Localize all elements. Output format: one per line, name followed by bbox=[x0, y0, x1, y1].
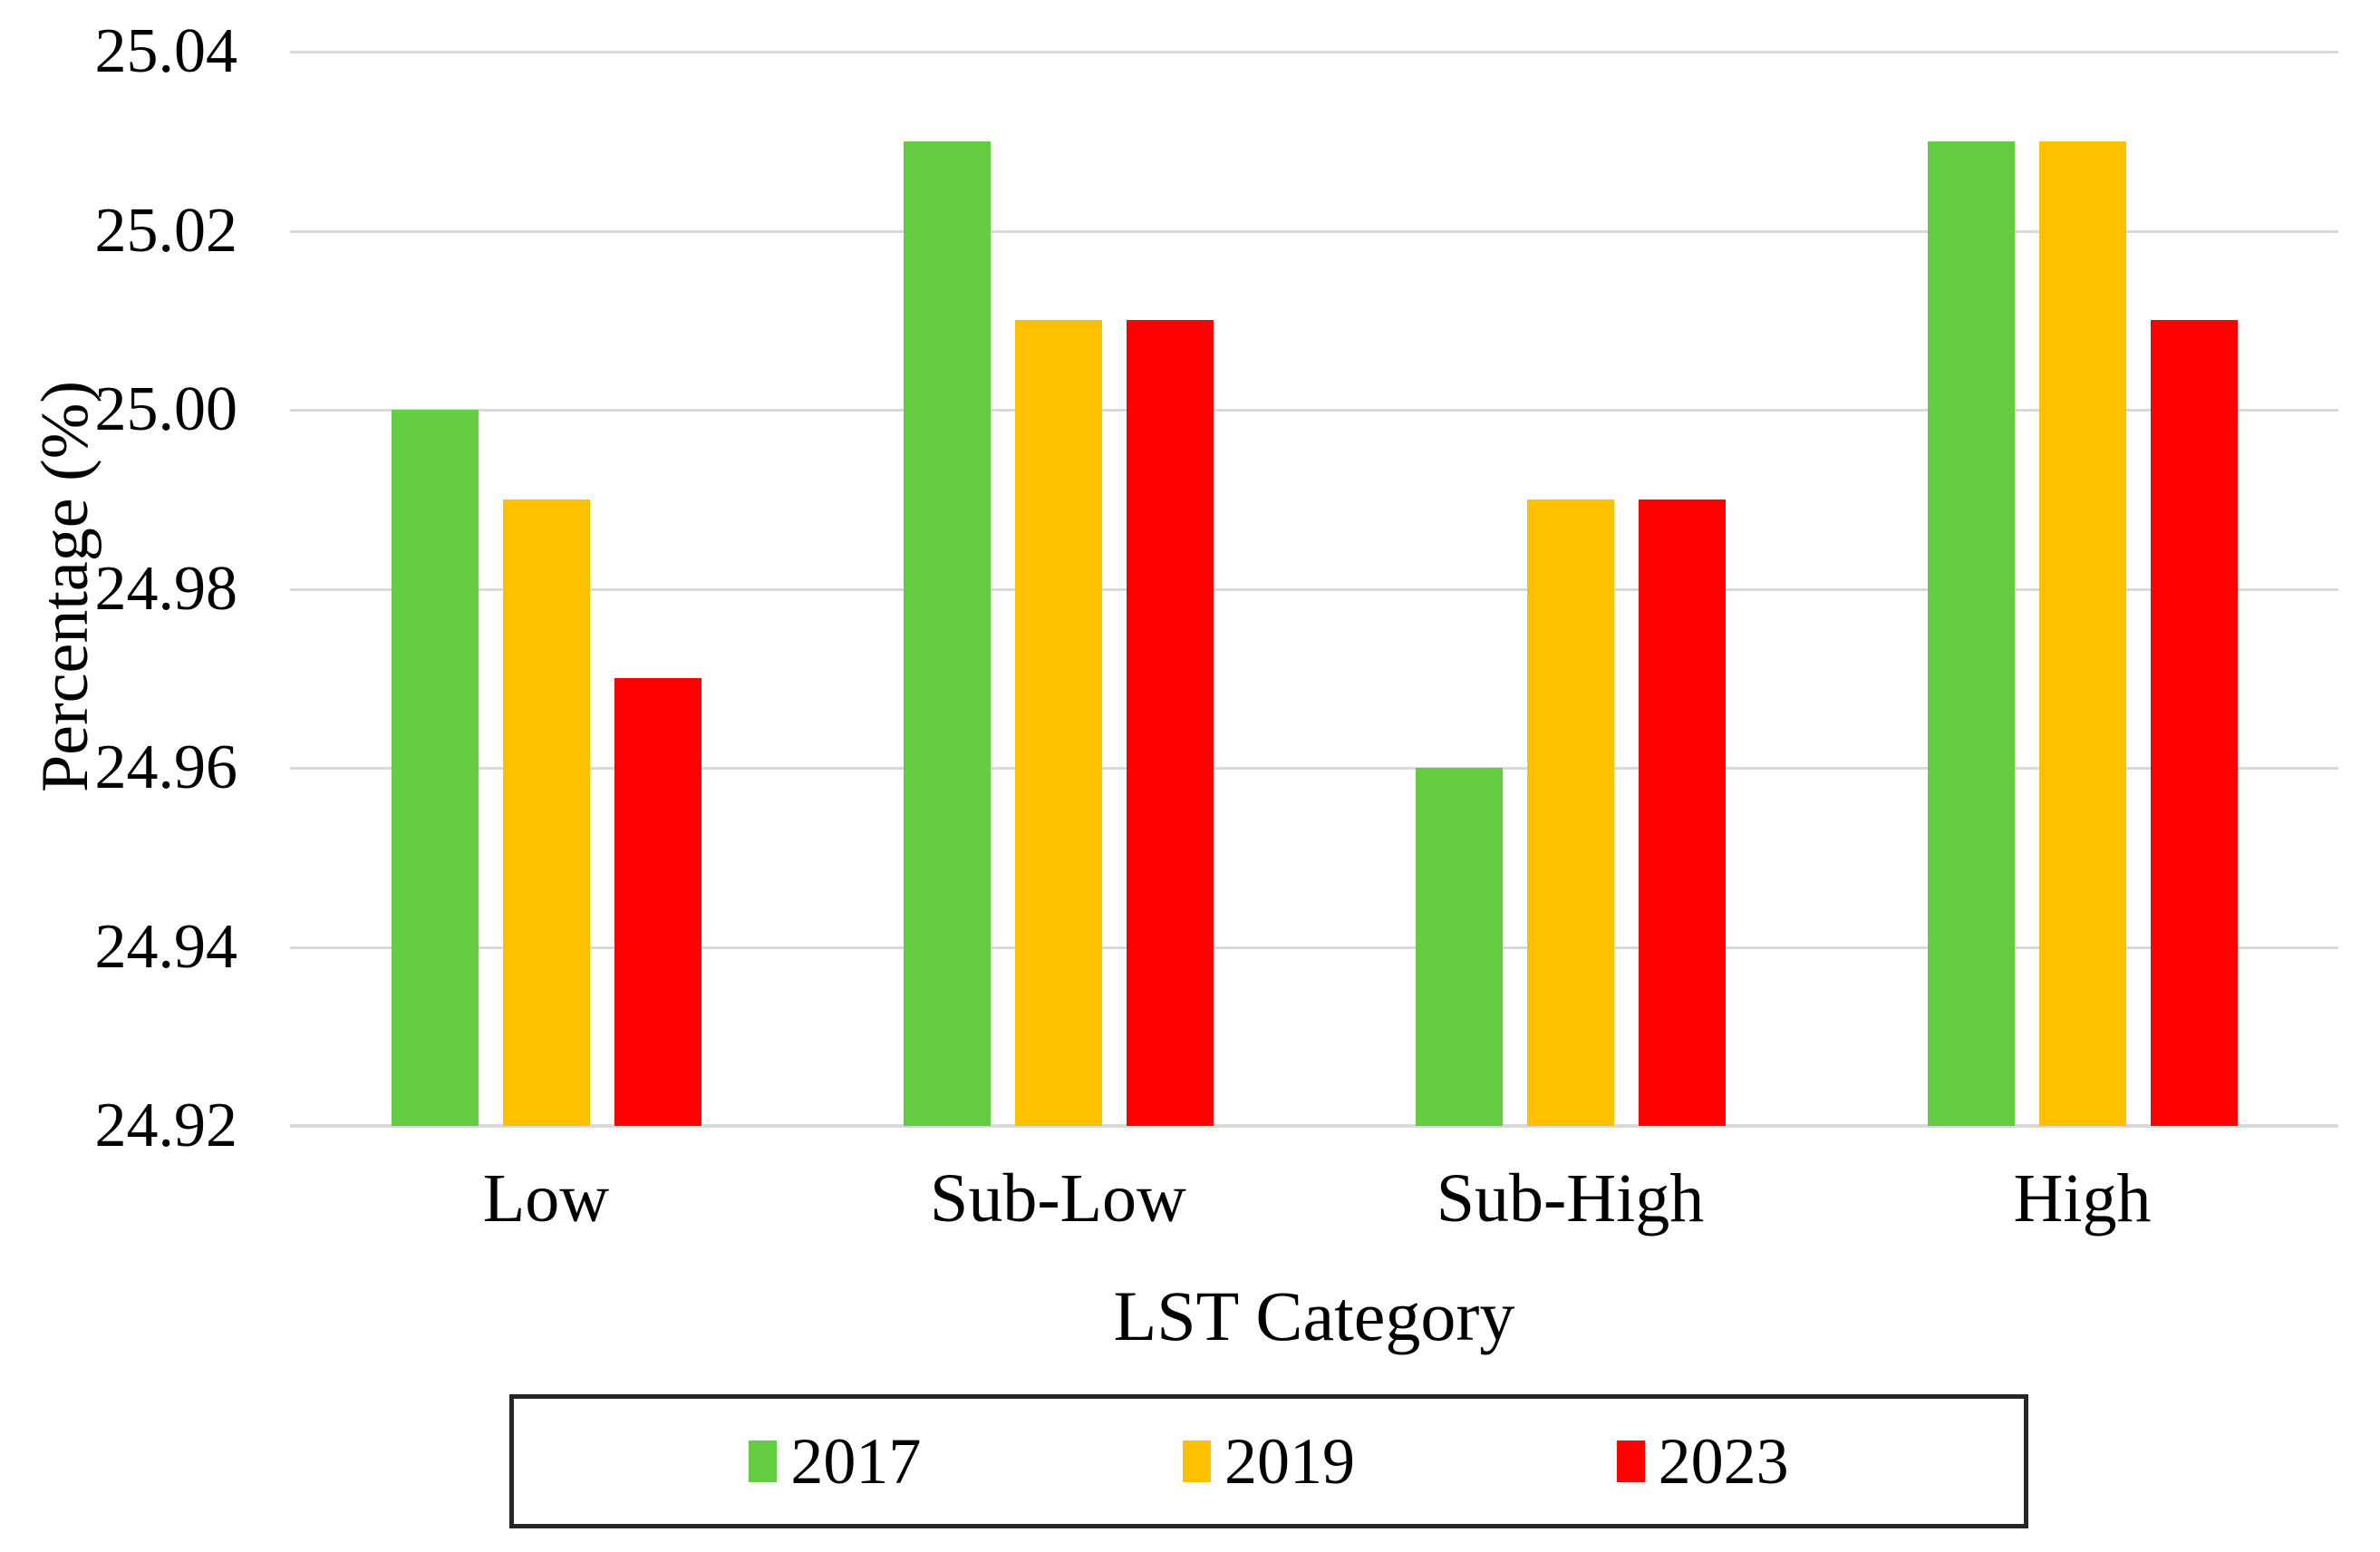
bar-2019-low bbox=[502, 499, 590, 1126]
bar-2019-sub-low bbox=[1014, 320, 1102, 1126]
y-tick-label-24.94: 24.94 bbox=[94, 911, 238, 982]
bar-group-high bbox=[1826, 52, 2338, 1126]
legend: 2017 2019 2023 bbox=[509, 1394, 2028, 1528]
gridline-24.96 bbox=[290, 767, 2338, 771]
gridline-24.94 bbox=[290, 946, 2338, 949]
legend-label-2019: 2019 bbox=[1224, 1425, 1355, 1498]
bar-2017-sub-high bbox=[1415, 768, 1503, 1126]
legend-label-2023: 2023 bbox=[1658, 1425, 1789, 1498]
y-tick-label-24.92: 24.92 bbox=[94, 1091, 238, 1160]
bar-2023-low bbox=[614, 678, 701, 1126]
bar-2019-high bbox=[2038, 141, 2126, 1126]
gridline-25.00 bbox=[290, 409, 2338, 412]
x-tick-label-low: Low bbox=[482, 1160, 610, 1237]
bar-group-sub-high bbox=[1314, 52, 1826, 1126]
x-axis-category-labels: Low Sub-Low Sub-High High bbox=[290, 1153, 2338, 1244]
y-tick-label-24.98: 24.98 bbox=[94, 553, 238, 624]
x-tick-label-high: High bbox=[2013, 1160, 2152, 1237]
plot-area bbox=[290, 51, 2338, 1128]
legend-item-2023: 2023 bbox=[1616, 1425, 1789, 1498]
x-tick-label-sub-low: Sub-Low bbox=[930, 1160, 1186, 1237]
bar-groups bbox=[290, 52, 2338, 1126]
bar-group-low bbox=[290, 52, 802, 1126]
gridline-25.02 bbox=[290, 229, 2338, 233]
bar-2017-high bbox=[1927, 141, 2015, 1126]
bar-2017-low bbox=[391, 410, 479, 1126]
legend-swatch-2017 bbox=[749, 1440, 778, 1482]
y-axis-tick-labels: 24.92 24.94 24.96 24.98 25.00 25.02 25.04 bbox=[0, 20, 238, 1158]
bar-2023-high bbox=[2150, 320, 2238, 1126]
gridline-24.98 bbox=[290, 587, 2338, 591]
y-tick-label-25.04: 25.04 bbox=[94, 16, 238, 86]
bar-group-sub-low bbox=[802, 52, 1314, 1126]
bar-2023-sub-low bbox=[1126, 320, 1214, 1126]
bar-2023-sub-high bbox=[1638, 499, 1726, 1126]
legend-swatch-2023 bbox=[1616, 1440, 1645, 1482]
bar-2017-sub-low bbox=[903, 141, 991, 1126]
bar-2019-sub-high bbox=[1526, 499, 1614, 1126]
legend-item-2017: 2017 bbox=[749, 1429, 921, 1494]
gridline-25.04 bbox=[290, 51, 2338, 53]
y-tick-label-25.00: 25.00 bbox=[94, 374, 238, 444]
legend-swatch-2019 bbox=[1182, 1440, 1211, 1482]
x-axis-title: LST Category bbox=[1113, 1276, 1515, 1355]
gridline-24.92 bbox=[290, 1124, 2338, 1128]
legend-item-2019: 2019 bbox=[1182, 1425, 1355, 1498]
legend-label-2017: 2017 bbox=[790, 1425, 922, 1498]
x-tick-label-sub-high: Sub-High bbox=[1436, 1160, 1705, 1237]
y-tick-label-25.02: 25.02 bbox=[94, 195, 238, 266]
y-tick-label-24.96: 24.96 bbox=[94, 732, 238, 802]
